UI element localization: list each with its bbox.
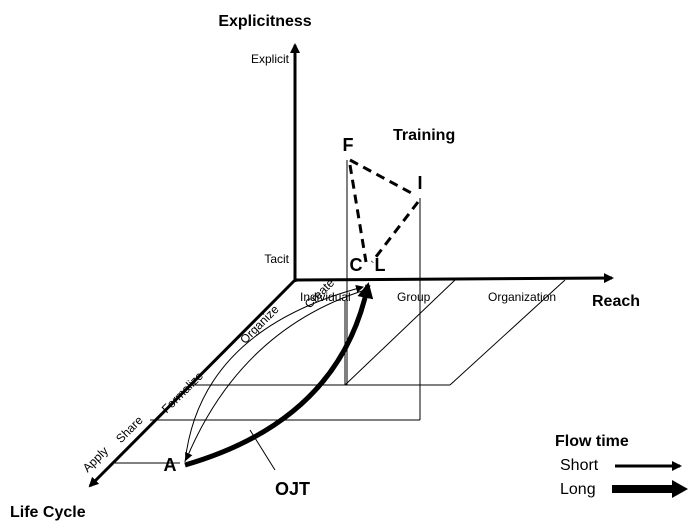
horizontal-title: Reach <box>592 293 640 310</box>
axes <box>88 43 614 488</box>
ojt-flows <box>184 282 374 471</box>
stage: Formalize <box>159 369 206 416</box>
vertical-low: Tacit <box>264 252 289 266</box>
stage: Share <box>113 413 146 446</box>
legend-item: Long <box>560 481 596 498</box>
path-label: Training <box>393 127 455 144</box>
stage: Organize <box>237 302 282 347</box>
point-label: F <box>343 135 354 155</box>
vertical-title: Explicitness <box>218 13 311 30</box>
vertical-high: Explicit <box>251 52 290 66</box>
ground-grid <box>115 160 566 464</box>
point-label: I <box>417 173 422 193</box>
legend-item: Short <box>560 457 599 474</box>
training-triangle <box>348 158 420 263</box>
point-label: L <box>375 255 386 275</box>
point-label: C <box>350 255 363 275</box>
path-label: OJT <box>275 479 310 499</box>
point-label: A <box>164 455 177 475</box>
reach-level: Group <box>397 290 431 304</box>
reach-level: Organization <box>488 290 556 304</box>
legend-title: Flow time <box>555 433 629 450</box>
reach-level: Individual <box>300 290 351 304</box>
legend: Flow time Short Long <box>555 433 688 498</box>
depth-title: Life Cycle <box>10 504 86 521</box>
